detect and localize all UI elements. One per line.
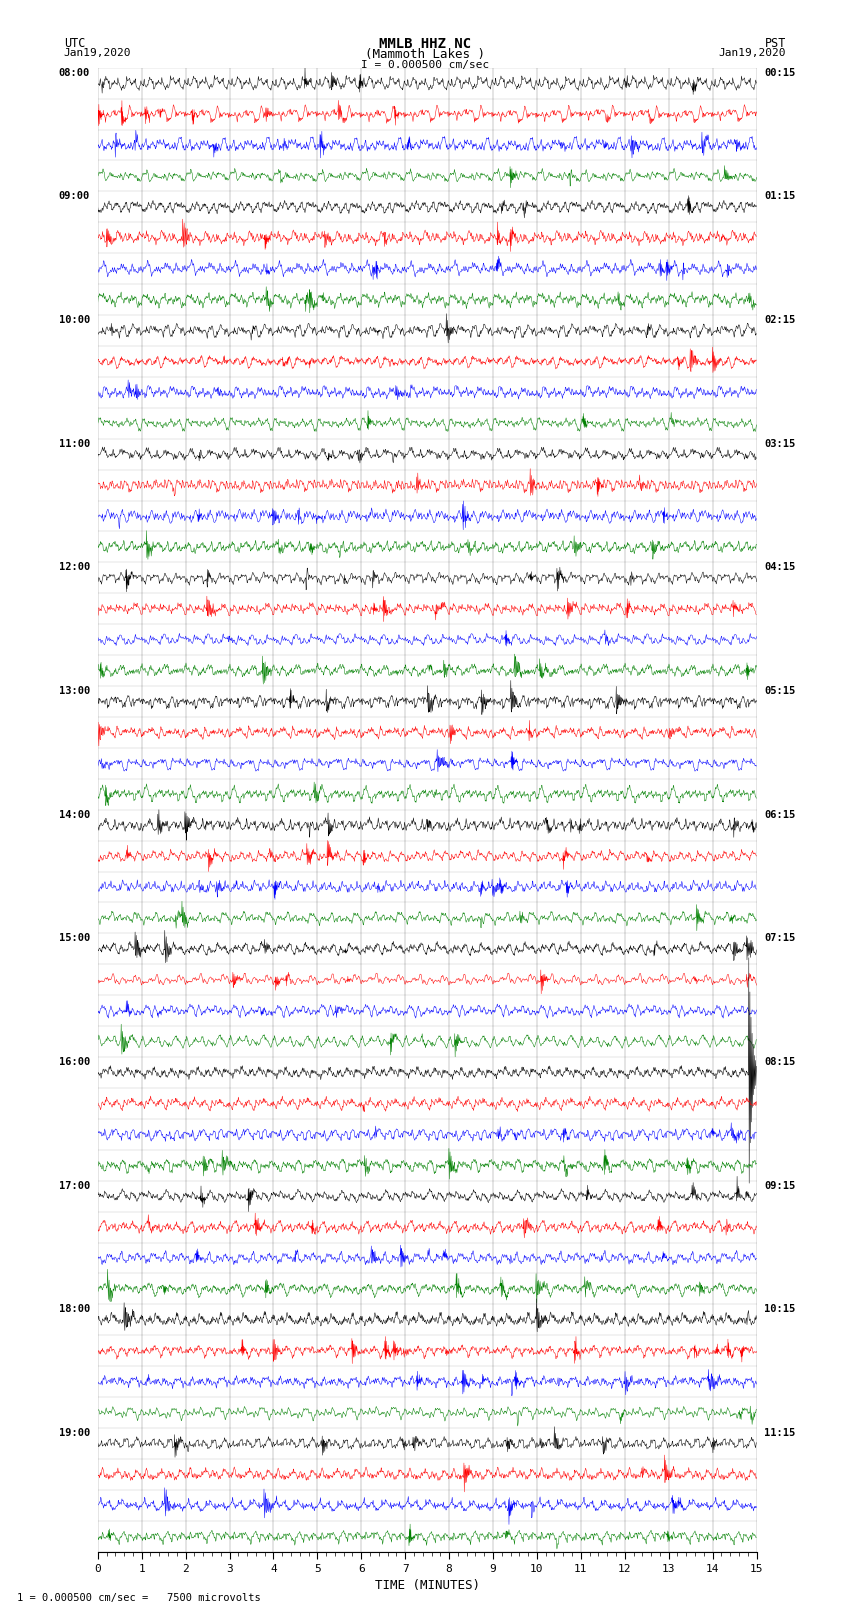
- Text: 12:00: 12:00: [59, 563, 90, 573]
- Text: I = 0.000500 cm/sec: I = 0.000500 cm/sec: [361, 60, 489, 69]
- Text: 10:15: 10:15: [764, 1305, 796, 1315]
- Text: 19:00: 19:00: [59, 1428, 90, 1439]
- X-axis label: TIME (MINUTES): TIME (MINUTES): [375, 1579, 479, 1592]
- Text: 16:00: 16:00: [59, 1057, 90, 1068]
- Text: Jan19,2020: Jan19,2020: [64, 48, 131, 58]
- Text: 09:15: 09:15: [764, 1181, 796, 1190]
- Text: 14:00: 14:00: [59, 810, 90, 819]
- Text: 09:00: 09:00: [59, 192, 90, 202]
- Text: 05:15: 05:15: [764, 686, 796, 697]
- Text: 02:15: 02:15: [764, 315, 796, 326]
- Text: 01:15: 01:15: [764, 192, 796, 202]
- Text: (Mammoth Lakes ): (Mammoth Lakes ): [365, 48, 485, 61]
- Text: PST: PST: [765, 37, 786, 50]
- Text: 13:00: 13:00: [59, 686, 90, 697]
- Text: 00:15: 00:15: [764, 68, 796, 77]
- Text: 17:00: 17:00: [59, 1181, 90, 1190]
- Text: MMLB HHZ NC: MMLB HHZ NC: [379, 37, 471, 52]
- Text: 11:00: 11:00: [59, 439, 90, 448]
- Text: Jan19,2020: Jan19,2020: [719, 48, 786, 58]
- Text: 15:00: 15:00: [59, 934, 90, 944]
- Text: UTC: UTC: [64, 37, 85, 50]
- Text: 18:00: 18:00: [59, 1305, 90, 1315]
- Text: 08:00: 08:00: [59, 68, 90, 77]
- Text: 08:15: 08:15: [764, 1057, 796, 1068]
- Text: 1 = 0.000500 cm/sec =   7500 microvolts: 1 = 0.000500 cm/sec = 7500 microvolts: [17, 1594, 261, 1603]
- Text: 03:15: 03:15: [764, 439, 796, 448]
- Text: 06:15: 06:15: [764, 810, 796, 819]
- Text: 04:15: 04:15: [764, 563, 796, 573]
- Text: 07:15: 07:15: [764, 934, 796, 944]
- Text: 11:15: 11:15: [764, 1428, 796, 1439]
- Text: 10:00: 10:00: [59, 315, 90, 326]
